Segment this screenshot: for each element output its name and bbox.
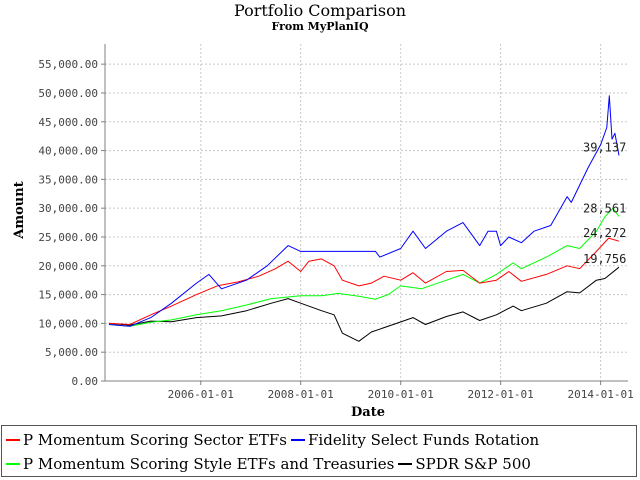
end-value-label: 28,561	[583, 201, 626, 215]
y-tick-label: 20,000.00	[38, 260, 98, 273]
y-tick-label: 5,000.00	[45, 346, 98, 359]
plot-area: Amount Date 0.00 5,000.00 10,000.00 15,000.…	[12, 44, 634, 420]
legend-label: P Momentum Scoring Style ETFs and Treasu…	[23, 455, 395, 473]
legend-row-1: P Momentum Scoring Sector ETFs Fidelity …	[6, 429, 539, 451]
y-tick-label: 45,000.00	[38, 116, 98, 129]
series-line-fidelity-select-funds-rotation	[108, 95, 620, 327]
x-tick-label: 2008-01-01	[268, 388, 334, 401]
y-tick-label: 25,000.00	[38, 231, 98, 244]
x-tick-label: 2010-01-01	[368, 388, 434, 401]
y-tick-label: 15,000.00	[38, 289, 98, 302]
legend-item-sector: P Momentum Scoring Sector ETFs	[6, 431, 287, 449]
legend-swatch-red	[6, 439, 20, 441]
x-tick-label: 2014-01-01	[568, 388, 634, 401]
legend-item-fidelity: Fidelity Select Funds Rotation	[291, 431, 539, 449]
y-tick-label: 55,000.00	[38, 58, 98, 71]
x-tick-label: 2012-01-01	[467, 388, 533, 401]
series-line-p-momentum-scoring-style-etfs-and-treasuries	[108, 207, 620, 327]
legend-swatch-blue	[291, 439, 306, 441]
legend-label: SPDR S&P 500	[415, 455, 531, 473]
legend-label: Fidelity Select Funds Rotation	[308, 431, 540, 449]
y-tick-label: 10,000.00	[38, 317, 98, 330]
legend-item-style: P Momentum Scoring Style ETFs and Treasu…	[6, 455, 394, 473]
x-axis-label: Date	[351, 405, 385, 420]
end-value-label: 19,756	[583, 252, 626, 266]
end-value-label: 24,272	[583, 226, 626, 240]
plot-background	[105, 44, 628, 381]
y-tick-label: 40,000.00	[38, 145, 98, 158]
legend: P Momentum Scoring Sector ETFs Fidelity …	[1, 425, 637, 477]
y-tick-label: 35,000.00	[38, 173, 98, 186]
legend-swatch-black	[398, 463, 413, 465]
y-tick-label: 30,000.00	[38, 202, 98, 215]
legend-label: P Momentum Scoring Sector ETFs	[23, 431, 288, 449]
y-tick-label: 0.00	[72, 375, 99, 388]
y-tick-label: 50,000.00	[38, 87, 98, 100]
chart-subtitle: From MyPlanIQ	[271, 20, 369, 33]
series-line-p-momentum-scoring-sector-etfs	[108, 237, 620, 325]
x-tick-label: 2006-01-01	[168, 388, 234, 401]
series-line-spdr-s-p-500	[108, 266, 620, 342]
chart-title: Portfolio Comparison	[233, 1, 407, 20]
y-axis-label: Amount	[12, 181, 27, 239]
legend-row-2: P Momentum Scoring Style ETFs and Treasu…	[6, 453, 531, 475]
end-value-label: 39,137	[583, 141, 626, 155]
legend-swatch-green	[6, 463, 20, 465]
legend-item-spdr: SPDR S&P 500	[398, 455, 531, 473]
